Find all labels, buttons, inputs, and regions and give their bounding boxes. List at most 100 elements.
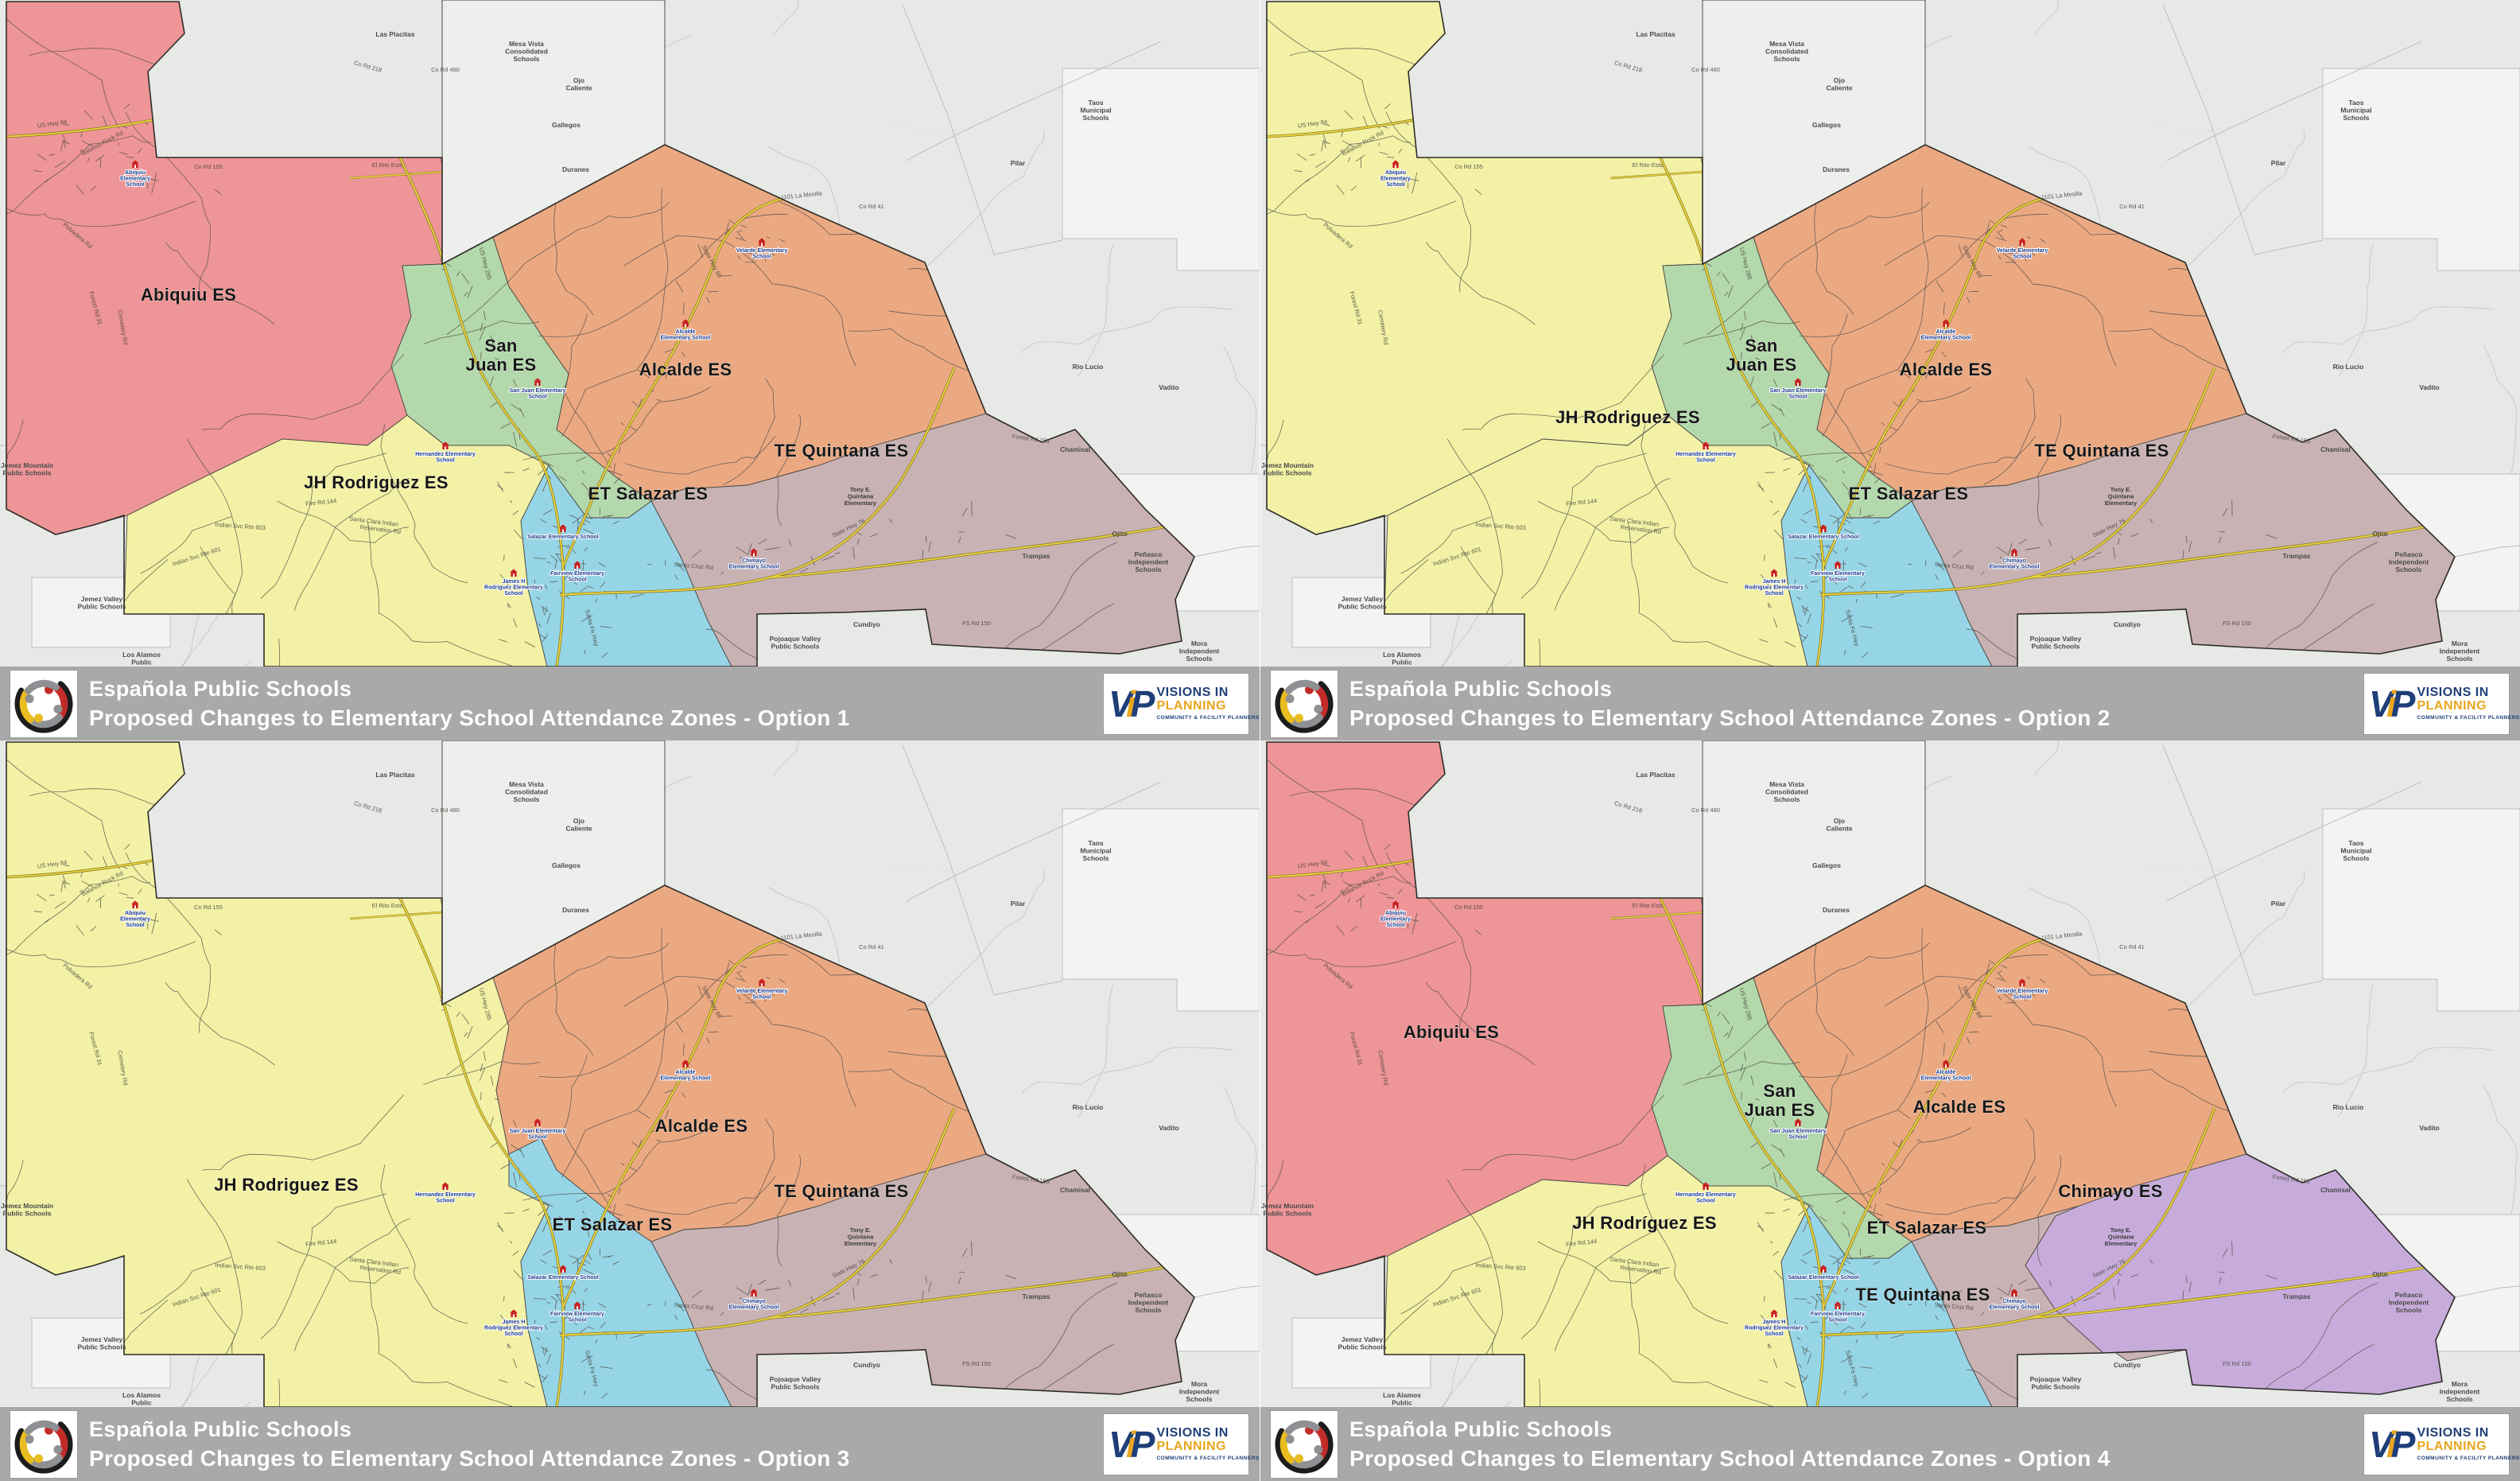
banner-subtitle: Proposed Changes to Elementary School At…: [1349, 1445, 2110, 1471]
highway: [769, 524, 1178, 578]
neighbor-district-label: Pilar: [1011, 900, 1026, 908]
road-label: FS Rd 150: [962, 1360, 991, 1367]
logo-figure: [28, 1444, 63, 1468]
attendance-zone-map-option-1: Abiquiu Elementary School Alcalde Elementary…: [0, 0, 1260, 667]
district-boundary: [1266, 741, 2456, 1407]
zone-label: JH Rodríguez ES: [1572, 1213, 1717, 1233]
road-label: Co Rd 41: [859, 203, 884, 210]
school-marker-icon: [1794, 1118, 1802, 1126]
school-label: Velarde Elementary School: [736, 248, 788, 259]
zone-label: TE Quintana ES: [1855, 1285, 1990, 1304]
school-marker-icon: [1702, 1182, 1710, 1190]
neighbor-district-label: Mesa Vista Consolidated Schools: [505, 40, 548, 63]
vip-mark: ViP: [1109, 1423, 1155, 1465]
school-marker-icon: [559, 1265, 567, 1273]
neighbor-district-label: Chamisal: [2320, 445, 2351, 453]
logo-figure: [28, 704, 63, 728]
road-label: Co Rd 41: [2119, 943, 2145, 950]
map-panel-option-3: Abiquiu Elementary School Alcalde Elementary…: [0, 740, 1260, 1481]
neighbor-district-label: Mesa Vista Consolidated Schools: [1765, 780, 1808, 803]
espanola-public-schools-logo: [10, 1410, 77, 1478]
highway-outside-district: [906, 781, 1162, 902]
neighbor-district-label: Jemez Mountain Public Schools: [1, 1202, 53, 1218]
school-marker-icon: [1392, 900, 1400, 908]
zone-label: ET Salazar ES: [1867, 1218, 1987, 1238]
banner-option-2: Española Public Schools Proposed Changes …: [1260, 667, 2520, 740]
school-marker-icon: [1702, 441, 1710, 449]
zone-label: Alcalde ES: [655, 1116, 748, 1136]
logo-figure: [25, 679, 60, 703]
school-label: Salazar Elementary School: [527, 534, 599, 540]
zone-label: San Juan ES: [1726, 336, 1797, 375]
zone-label: ET Salazar ES: [588, 484, 709, 503]
neighbor-district-label: Gallegos: [1812, 861, 1841, 869]
neighbor-district-label: Jemez Mountain Public Schools: [1261, 1202, 1314, 1218]
neighbor-district-area: [2322, 68, 2520, 271]
highway: [2029, 524, 2438, 578]
school-marker-icon: [750, 548, 758, 556]
school-label: Alcalde Elementary School: [1920, 329, 1971, 340]
highway: [1819, 1107, 2215, 1336]
school-marker-icon: [681, 1059, 689, 1067]
road-label: El Rito Ests: [1633, 161, 1664, 169]
road-label: El Rito Ests: [1633, 902, 1664, 909]
school-label: Alcalde Elementary School: [1920, 1070, 1971, 1081]
school-marker-icon: [1770, 1309, 1778, 1317]
neighbor-district-boundary: [1194, 1285, 1260, 1298]
school-marker-icon: [1834, 1301, 1842, 1309]
visions-in-planning-logo: ViP VISIONS IN PLANNING COMMUNITY & FACILIT…: [1104, 1413, 1260, 1475]
neighbor-district-label: Las Placitas: [375, 30, 414, 38]
school-marker-icon: [1392, 160, 1400, 168]
neighbor-district-boundary: [1194, 545, 1260, 558]
road-label: Co Rd 480: [431, 807, 460, 814]
vip-line3: COMMUNITY & FACILITY PLANNERS: [1156, 1456, 1260, 1462]
school-label: Tony E. Quintana Elementary: [2105, 1226, 2138, 1247]
neighbor-district-label: Jemez Mountain Public Schools: [1, 461, 53, 477]
school-label: Abiquiu Elementary School: [1380, 170, 1411, 188]
neighbor-district-label: Cundiyo: [853, 1361, 880, 1369]
logo-figure: [25, 1420, 60, 1444]
district-boundary: [6, 1, 1195, 667]
school-label: Abiquiu Elementary School: [120, 911, 150, 928]
highway-outside-district: [2166, 781, 2422, 902]
school-label: Alcalde Elementary School: [660, 1070, 710, 1081]
vip-line1: VISIONS IN: [2417, 1425, 2489, 1440]
neighbor-district-label: Duranes: [562, 906, 589, 914]
highway-outside-district: [906, 41, 1162, 161]
school-marker-icon: [510, 569, 518, 577]
neighbor-district-label: Taos Municipal Schools: [1080, 99, 1111, 122]
neighbor-district-boundary: [2454, 1285, 2520, 1298]
school-marker-icon: [1942, 319, 1950, 327]
neighbor-district-label: Trampas: [2283, 552, 2311, 560]
neighbor-district-label: Chamisal: [1060, 445, 1090, 453]
vip-text: VISIONS IN PLANNING COMMUNITY & FACILITY P…: [2417, 1425, 2519, 1461]
neighbor-district-label: Pojoaque Valley Public Schools: [770, 1375, 821, 1391]
zone-salazar: [1780, 1205, 1993, 1407]
zone-label: Chimayo ES: [2058, 1181, 2162, 1201]
school-label: San Juan Elementary School: [510, 1129, 566, 1140]
school-label: Salazar Elementary School: [1788, 534, 1859, 540]
visions-in-planning-logo: ViP VISIONS IN PLANNING COMMUNITY & FACILIT…: [2364, 673, 2519, 734]
highway-outside-district: [2166, 41, 2422, 161]
neighbor-district-label: Gallegos: [1812, 121, 1841, 129]
vip-text: VISIONS IN PLANNING COMMUNITY & FACILITY P…: [1156, 686, 1259, 721]
school-label: Tony E. Quintana Elementary: [845, 486, 877, 507]
neighbor-district-label: Ojo Caliente: [1826, 76, 1852, 92]
neighbor-district-label: Los Alamos Public: [122, 1391, 161, 1407]
neighbor-district-label: Taos Municipal Schools: [2340, 839, 2371, 862]
neighbor-district-label: Pojoaque Valley Public Schools: [2030, 635, 2082, 651]
school-label: Tony E. Quintana Elementary: [845, 1226, 877, 1247]
highway: [769, 1265, 1178, 1319]
logo-figure: [1288, 704, 1323, 728]
banner-option-1: Española Public Schools Proposed Changes …: [0, 667, 1260, 740]
school-label: Fairview Elementary School: [1811, 1312, 1865, 1323]
school-marker-icon: [758, 978, 766, 986]
highway: [559, 367, 955, 596]
school-label: Velarde Elementary School: [1997, 248, 2048, 259]
school-label: James H Rodriguez Elementary School: [1745, 579, 1804, 597]
neighbor-district-label: Pojoaque Valley Public Schools: [770, 635, 821, 651]
vip-text: VISIONS IN PLANNING COMMUNITY & FACILITY P…: [2417, 686, 2519, 721]
zone-label: JH Rodriguez ES: [214, 1175, 359, 1195]
espanola-public-schools-logo: [1271, 1410, 1338, 1478]
zone-salazar: [1780, 465, 1993, 667]
